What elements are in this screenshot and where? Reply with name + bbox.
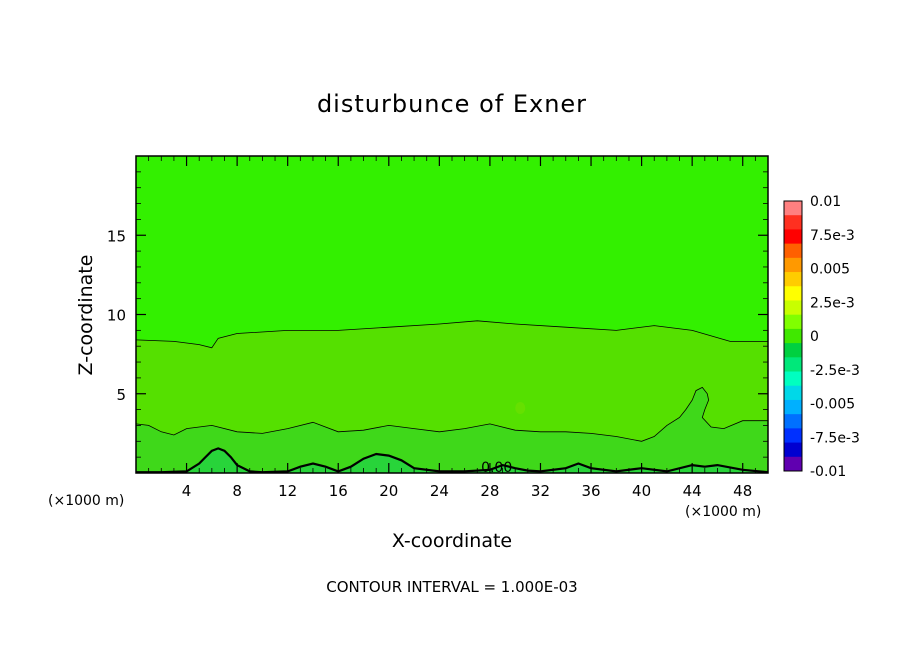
colorbar-swatch <box>784 328 802 344</box>
colorbar-label: -7.5e-3 <box>810 430 860 446</box>
y-tick-label: 10 <box>107 307 126 325</box>
colorbar-swatch <box>784 314 802 330</box>
colorbar-label: 0.005 <box>810 262 850 278</box>
colorbar-swatch <box>784 229 802 245</box>
y-tick-label: 15 <box>107 227 126 245</box>
y-tick-label: 5 <box>116 386 126 404</box>
colorbar-label: -0.005 <box>810 397 855 413</box>
contour-label: 0.00 <box>481 460 512 476</box>
contour-upper <box>136 320 768 349</box>
colorbar-label: 2.5e-3 <box>810 295 855 311</box>
colorbar-label: -2.5e-3 <box>810 363 860 379</box>
x-tick-label: 4 <box>182 482 192 500</box>
colorbar-swatch <box>784 272 802 287</box>
colorbar-swatch <box>784 456 802 472</box>
contour-zero-thick <box>136 447 768 473</box>
x-tick-label: 20 <box>379 482 398 500</box>
x-tick-label: 40 <box>632 482 651 500</box>
small-anomaly <box>515 402 526 415</box>
colorbar: 0.01 7.5e-3 0.005 2.5e-3 0 -2.5e-3 -0.005 -7.5e… <box>783 194 860 480</box>
colorbar-swatch <box>784 243 802 259</box>
x-tick-label: 32 <box>531 482 550 500</box>
colorbar-swatch <box>784 399 802 415</box>
x-tick-label: 28 <box>480 482 499 500</box>
x-tick-label: 8 <box>232 482 242 500</box>
colorbar-label: 0.01 <box>810 194 841 210</box>
colorbar-swatch <box>784 442 802 458</box>
x-tick-label: 24 <box>430 482 449 500</box>
colorbar-label: 0 <box>810 329 819 345</box>
colorbar-swatch <box>784 371 802 387</box>
colorbar-swatch <box>784 385 802 401</box>
colorbar-label: -0.01 <box>810 464 846 480</box>
y-axis-label: Z-coordinate <box>75 255 97 376</box>
x-tick-label: 44 <box>683 482 702 500</box>
x-tick-label: 48 <box>733 482 752 500</box>
y-axis-ticks: 5 10 15 <box>107 171 768 458</box>
x-unit-right: (×1000 m) <box>685 504 761 520</box>
colorbar-label: 7.5e-3 <box>810 228 855 244</box>
colorbar-swatch <box>784 286 802 301</box>
colorbar-swatch <box>784 414 802 429</box>
contour-interval-note: CONTOUR INTERVAL = 1.000E-03 <box>326 578 577 596</box>
x-tick-label: 16 <box>329 482 348 500</box>
colorbar-swatch <box>784 300 802 316</box>
contour-lower <box>136 386 768 442</box>
colorbar-swatch <box>784 201 802 216</box>
x-unit-left: (×1000 m) <box>48 493 124 509</box>
colorbar-swatch <box>784 343 802 358</box>
x-tick-label: 36 <box>581 482 600 500</box>
colorbar-swatch <box>784 215 802 230</box>
x-axis-label: X-coordinate <box>392 530 512 552</box>
colorbar-frame <box>783 200 803 472</box>
x-axis-ticks: 4 8 12 16 20 24 28 32 36 40 44 48 <box>148 156 756 500</box>
colorbar-swatch <box>784 357 802 373</box>
chart-title: disturbunce of Exner <box>317 90 587 118</box>
colorbar-swatch <box>784 257 802 273</box>
colorbar-swatch <box>784 428 802 444</box>
plot-area: 0.00 <box>136 156 768 476</box>
x-tick-label: 12 <box>278 482 297 500</box>
